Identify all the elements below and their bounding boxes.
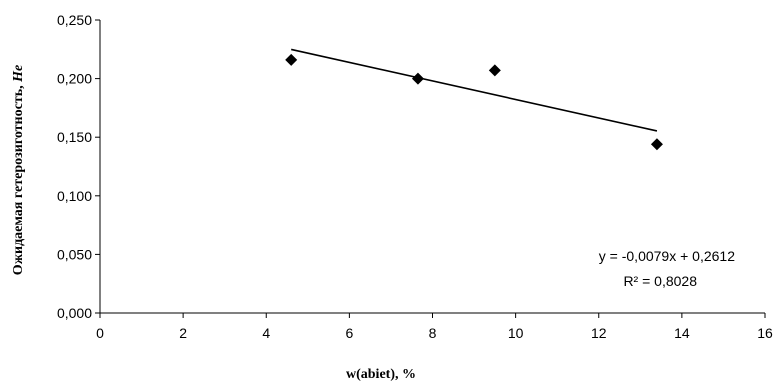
data-point <box>488 64 501 77</box>
y-axis-title-symbol: He <box>11 65 26 83</box>
y-tick-label: 0,000 <box>57 305 92 321</box>
trendline <box>291 48 658 132</box>
y-axis-title-main: Ожидаемая гетерозиготность, <box>11 82 26 275</box>
y-tick-label: 0,150 <box>57 129 92 145</box>
x-tick-label: 4 <box>262 325 270 341</box>
trendline-equation: y = -0,0079x + 0,2612 <box>599 248 735 264</box>
data-point <box>285 53 298 66</box>
y-axis-ticks: 0,000 0,050 0,100 0,150 0,200 0,250 <box>57 12 100 321</box>
x-tick-label: 8 <box>429 325 437 341</box>
x-tick-label: 14 <box>674 325 690 341</box>
x-tick-label: 10 <box>508 325 524 341</box>
y-tick-label: 0,250 <box>57 12 92 28</box>
y-tick-label: 0,100 <box>57 188 92 204</box>
data-points <box>285 53 663 151</box>
x-tick-label: 16 <box>757 325 773 341</box>
y-tick-label: 0,050 <box>57 246 92 262</box>
x-tick-label: 12 <box>591 325 607 341</box>
x-tick-label: 0 <box>96 325 104 341</box>
data-point <box>411 72 424 85</box>
data-point <box>650 138 663 151</box>
x-tick-label: 6 <box>345 325 353 341</box>
r-squared-label: R² = 0,8028 <box>623 273 697 289</box>
x-axis-title: w(abiet), % <box>346 367 416 382</box>
x-tick-label: 2 <box>179 325 187 341</box>
y-tick-label: 0,200 <box>57 71 92 87</box>
x-axis-ticks: 0 2 4 6 8 10 12 14 16 <box>96 313 773 341</box>
y-axis-title: Ожидаемая гетерозиготность, He <box>11 65 26 275</box>
